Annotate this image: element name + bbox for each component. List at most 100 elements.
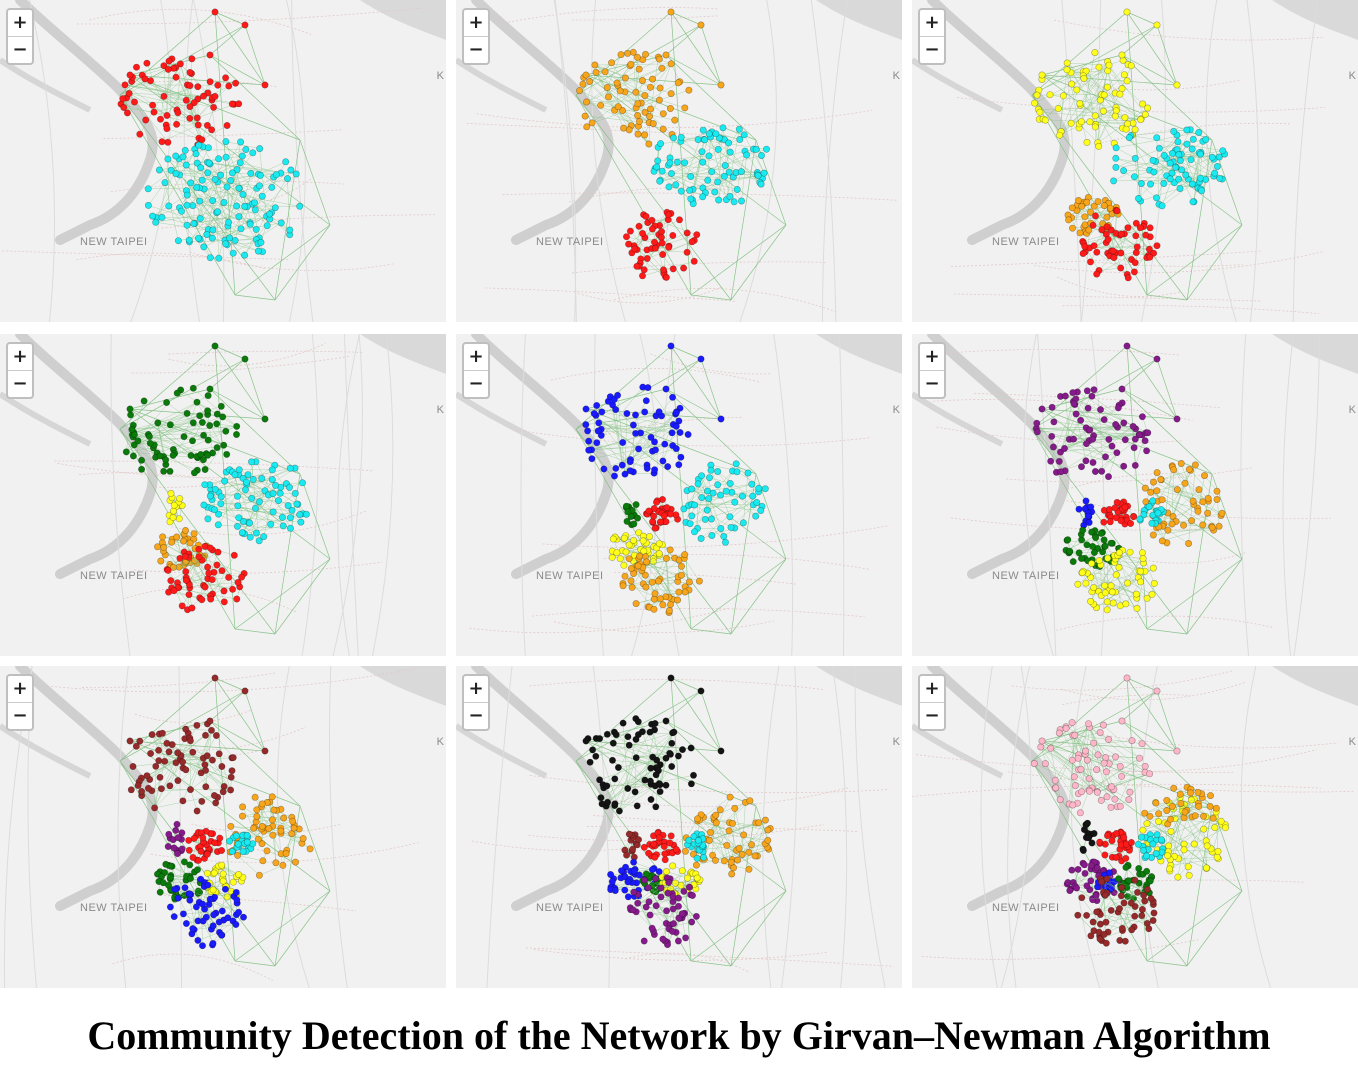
zoom-control: + − xyxy=(918,342,946,399)
community-black xyxy=(584,715,698,815)
zoom-control: + − xyxy=(6,674,34,731)
map-edge-label: K xyxy=(892,404,900,416)
community-blue xyxy=(1075,497,1096,529)
community-brown xyxy=(127,720,237,815)
map-edge-label: K xyxy=(436,70,444,82)
map-edge-label: K xyxy=(436,736,444,748)
zoom-out-button[interactable]: − xyxy=(464,702,488,729)
community-cyan xyxy=(226,831,257,856)
zoom-out-button[interactable]: − xyxy=(920,702,944,729)
map-panel-2[interactable]: NEW TAIPEI K + − xyxy=(456,0,902,322)
community-blue xyxy=(607,858,664,901)
zoom-control: + − xyxy=(462,674,490,731)
network-map xyxy=(912,666,1358,988)
zoom-in-button[interactable]: + xyxy=(12,678,28,699)
community-cyan xyxy=(144,138,304,262)
zoom-out-button[interactable]: − xyxy=(8,702,32,729)
zoom-out-button[interactable]: − xyxy=(8,36,32,63)
zoom-in-button[interactable]: + xyxy=(924,678,940,699)
community-orange xyxy=(1140,460,1226,548)
network-map xyxy=(912,334,1358,656)
map-edge-label: K xyxy=(892,70,900,82)
zoom-in-button[interactable]: + xyxy=(924,12,940,33)
map-panel-9[interactable]: NEW TAIPEI K + − xyxy=(912,666,1358,988)
network-map xyxy=(456,0,902,322)
network-edges xyxy=(119,677,331,967)
network-map xyxy=(912,0,1358,322)
community-yellow xyxy=(165,489,186,526)
zoom-out-button[interactable]: − xyxy=(8,370,32,397)
community-cyan xyxy=(200,458,310,545)
map-edge-label: K xyxy=(1348,70,1356,82)
city-label: NEW TAIPEI xyxy=(992,902,1060,914)
city-label: NEW TAIPEI xyxy=(80,236,148,248)
figure-caption: Community Detection of the Network by Gi… xyxy=(87,1013,1271,1058)
zoom-out-button[interactable]: − xyxy=(464,36,488,63)
map-panel-grid: NEW TAIPEI K + − NEW TAIPEI K + − NEW TAIPEI K + − N… xyxy=(0,0,1358,988)
map-panel-5[interactable]: NEW TAIPEI K + − xyxy=(456,334,902,656)
map-panel-1[interactable]: NEW TAIPEI K + − xyxy=(0,0,446,322)
city-label: NEW TAIPEI xyxy=(80,570,148,582)
map-edge-label: K xyxy=(436,404,444,416)
network-map xyxy=(456,334,902,656)
community-cyan xyxy=(1134,831,1167,862)
city-label: NEW TAIPEI xyxy=(992,236,1060,248)
map-edge-label: K xyxy=(892,736,900,748)
network-map xyxy=(456,666,902,988)
community-red xyxy=(117,55,243,149)
zoom-in-button[interactable]: + xyxy=(12,346,28,367)
community-orange xyxy=(619,546,703,616)
community-blue xyxy=(582,383,692,480)
city-label: NEW TAIPEI xyxy=(80,902,148,914)
community-cyan xyxy=(680,460,769,546)
zoom-control: + − xyxy=(6,8,34,65)
city-label: NEW TAIPEI xyxy=(536,236,604,248)
community-blue xyxy=(166,875,248,950)
map-panel-6[interactable]: NEW TAIPEI K + − xyxy=(912,334,1358,656)
map-panel-3[interactable]: NEW TAIPEI K + − xyxy=(912,0,1358,322)
zoom-control: + − xyxy=(918,8,946,65)
community-cyan xyxy=(1136,497,1167,527)
community-orange xyxy=(226,793,314,879)
community-cyan xyxy=(650,124,770,208)
community-purple xyxy=(626,874,700,949)
map-panel-4[interactable]: NEW TAIPEI K + − xyxy=(0,334,446,656)
map-edge-label: K xyxy=(1348,404,1356,416)
network-map xyxy=(0,334,446,656)
network-edges xyxy=(119,11,331,301)
zoom-in-button[interactable]: + xyxy=(12,12,28,33)
community-brown xyxy=(1074,875,1158,947)
community-red xyxy=(163,542,248,614)
community-red xyxy=(643,496,682,532)
community-brown xyxy=(621,830,643,861)
community-orange xyxy=(681,793,774,878)
community-green xyxy=(122,384,241,477)
zoom-control: + − xyxy=(462,342,490,399)
zoom-in-button[interactable]: + xyxy=(468,678,484,699)
community-red xyxy=(640,828,682,864)
map-panel-7[interactable]: NEW TAIPEI K + − xyxy=(0,666,446,988)
zoom-out-button[interactable]: − xyxy=(920,370,944,397)
zoom-control: + − xyxy=(462,8,490,65)
city-label: NEW TAIPEI xyxy=(992,570,1060,582)
zoom-in-button[interactable]: + xyxy=(924,346,940,367)
map-edge-label: K xyxy=(1348,736,1356,748)
city-label: NEW TAIPEI xyxy=(536,570,604,582)
network-map xyxy=(0,666,446,988)
community-purple xyxy=(1032,386,1152,481)
zoom-out-button[interactable]: − xyxy=(920,36,944,63)
zoom-out-button[interactable]: − xyxy=(464,370,488,397)
community-orange xyxy=(576,48,693,148)
community-red xyxy=(1096,828,1135,865)
zoom-control: + − xyxy=(6,342,34,399)
network-map xyxy=(0,0,446,322)
zoom-in-button[interactable]: + xyxy=(468,346,484,367)
community-yellow xyxy=(1074,546,1158,614)
community-green xyxy=(622,501,642,529)
city-label: NEW TAIPEI xyxy=(536,902,604,914)
zoom-in-button[interactable]: + xyxy=(468,12,484,33)
map-panel-8[interactable]: NEW TAIPEI K + − xyxy=(456,666,902,988)
community-purple xyxy=(164,820,186,858)
community-cyan xyxy=(1110,126,1229,210)
zoom-control: + − xyxy=(918,674,946,731)
